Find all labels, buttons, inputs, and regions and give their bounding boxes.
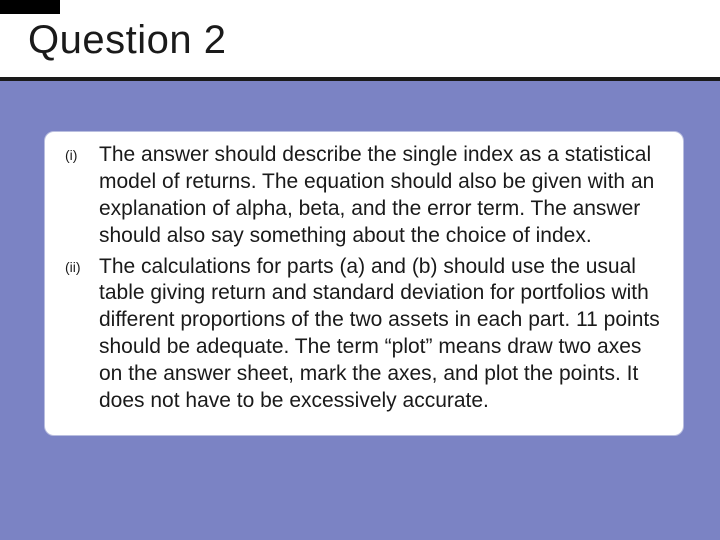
- item-text: The answer should describe the single in…: [99, 142, 663, 250]
- list-item: (ii) The calculations for parts (a) and …: [65, 254, 663, 415]
- spacer: [0, 81, 720, 131]
- corner-tab: [0, 0, 60, 14]
- item-marker: (i): [65, 142, 99, 163]
- list-item: (i) The answer should describe the singl…: [65, 142, 663, 250]
- content-panel: (i) The answer should describe the singl…: [44, 131, 684, 436]
- content-area: (i) The answer should describe the singl…: [0, 131, 720, 436]
- item-marker: (ii): [65, 254, 99, 275]
- item-text: The calculations for parts (a) and (b) s…: [99, 254, 663, 415]
- slide-title: Question 2: [28, 18, 720, 63]
- header: Question 2: [0, 0, 720, 77]
